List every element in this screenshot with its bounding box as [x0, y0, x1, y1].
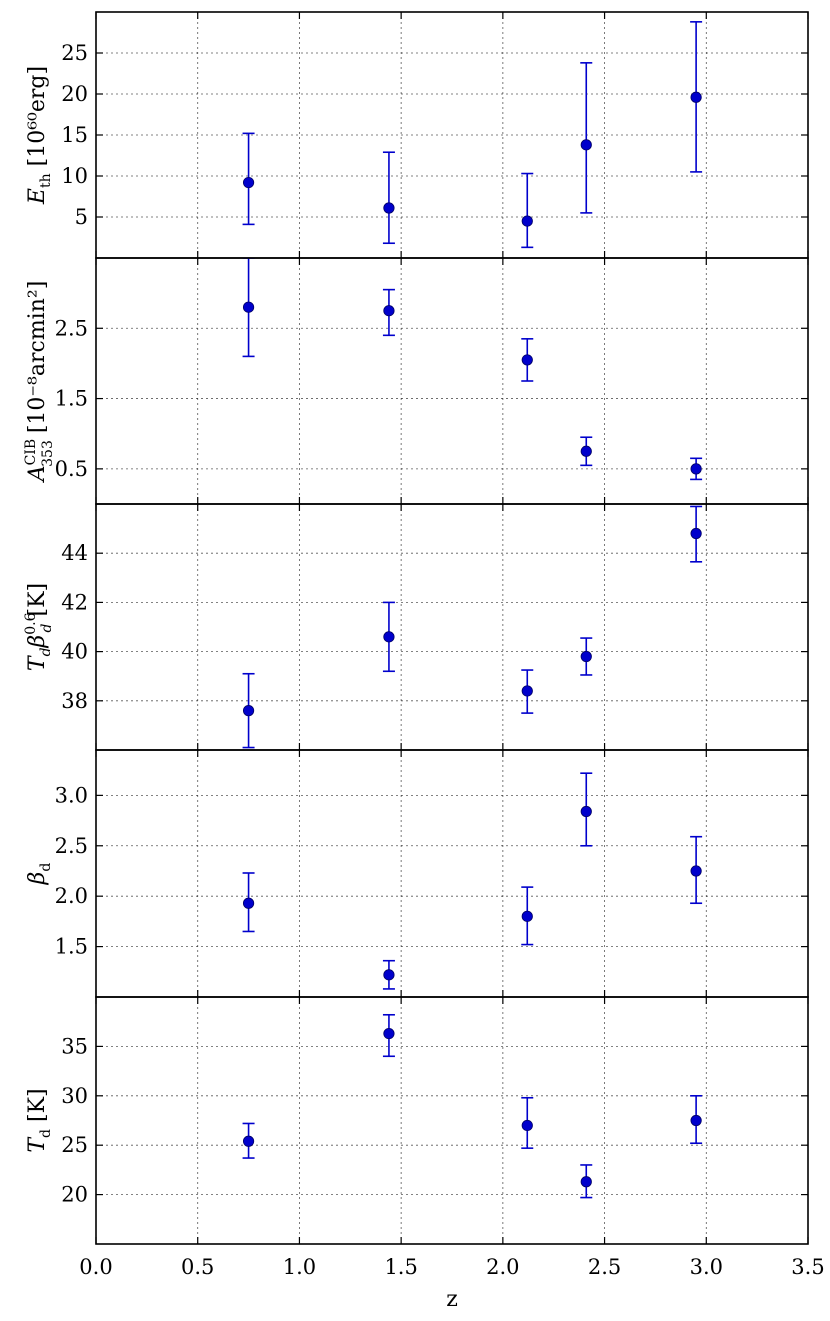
- data-point-beta-1: [383, 969, 395, 981]
- y-axis-label-tdbeta: Tdβ0.6d [K]: [23, 583, 55, 671]
- data-point-td-3: [580, 1176, 592, 1188]
- data-point-td-2: [521, 1119, 533, 1132]
- xtick-label-2: 1.0: [283, 1255, 316, 1279]
- xtick-label-7: 3.5: [791, 1255, 824, 1279]
- series-eth: [242, 21, 703, 249]
- x-axis-label: z: [446, 1287, 458, 1312]
- ytick-label-eth-3: 20: [61, 82, 88, 106]
- data-point-eth-2: [521, 215, 533, 227]
- data-point-eth-4: [690, 91, 702, 103]
- data-point-eth-3: [580, 139, 592, 151]
- x-axis: 0.0 0.5 1.0 1.5 2.0 2.5 3.0 3.5: [79, 1255, 824, 1279]
- ytick-label-tdbeta-1: 40: [61, 640, 88, 664]
- data-point-tdbeta-4: [690, 527, 702, 540]
- panel-eth: 5 10 15 20 25 Eth [10⁶⁰erg]: [25, 11, 809, 259]
- data-point-acib-0: [242, 301, 255, 313]
- ytick-label-tdbeta-0: 38: [61, 689, 88, 713]
- ytick-label-beta-3: 3.0: [55, 783, 88, 807]
- data-point-acib-1: [383, 305, 395, 317]
- ytick-label-td-3: 35: [61, 1034, 88, 1058]
- data-point-tdbeta-3: [580, 650, 592, 663]
- data-point-acib-3: [580, 445, 592, 457]
- data-point-acib-2: [521, 354, 533, 366]
- data-point-td-0: [242, 1135, 255, 1147]
- ytick-label-beta-2: 2.5: [55, 834, 88, 858]
- panel-frame-td: [95, 996, 809, 1245]
- data-point-eth-0: [242, 176, 255, 189]
- ytick-label-beta-0: 1.5: [55, 935, 88, 959]
- xtick-label-4: 2.0: [486, 1255, 519, 1279]
- xtick-label-6: 3.0: [690, 1255, 723, 1279]
- series-beta: [242, 772, 703, 990]
- data-point-beta-4: [690, 865, 702, 877]
- data-point-beta-3: [580, 805, 592, 818]
- xtick-label-1: 0.5: [181, 1255, 214, 1279]
- xtick-label-5: 2.5: [588, 1255, 621, 1279]
- data-point-eth-1: [383, 202, 395, 214]
- y-axis-label-td: Td [K]: [25, 1088, 54, 1152]
- data-point-tdbeta-2: [521, 685, 533, 697]
- data-point-acib-4: [690, 463, 702, 475]
- y-axis-label-acib: ACIB353 [10⁻⁸arcmin²]: [23, 281, 56, 484]
- data-point-tdbeta-1: [383, 631, 395, 643]
- ytick-label-tdbeta-2: 42: [61, 590, 88, 614]
- series-tdbeta: [242, 505, 703, 749]
- data-point-beta-0: [242, 897, 255, 909]
- ytick-label-eth-1: 10: [61, 164, 88, 188]
- xtick-label-0: 0.0: [79, 1255, 112, 1279]
- data-point-td-4: [690, 1114, 702, 1127]
- panel-beta: 1.5 2.0 2.5 3.0 βd: [25, 749, 809, 998]
- panel-frame-tdbeta: [95, 503, 809, 751]
- y-axis-label-eth: Eth [10⁶⁰erg]: [25, 66, 54, 205]
- data-point-tdbeta-0: [242, 705, 255, 717]
- ytick-label-acib-0: 0.5: [55, 457, 88, 481]
- ytick-label-eth-2: 15: [61, 123, 88, 147]
- ytick-label-eth-4: 25: [61, 41, 88, 65]
- panel-td: 20 25 30 35 Td [K]: [25, 996, 809, 1245]
- ytick-label-acib-1: 1.5: [55, 387, 88, 411]
- y-axis-label-beta: βd: [25, 863, 54, 886]
- ytick-label-td-2: 30: [61, 1084, 88, 1108]
- ytick-label-td-1: 25: [61, 1133, 88, 1157]
- panel-frame-beta: [95, 749, 809, 998]
- ytick-label-tdbeta-3: 44: [61, 541, 88, 565]
- ytick-label-td-0: 20: [61, 1183, 88, 1207]
- ytick-label-eth-0: 5: [75, 205, 88, 229]
- series-acib: [242, 258, 703, 481]
- xtick-label-3: 1.5: [384, 1255, 417, 1279]
- ytick-label-beta-1: 2.0: [55, 884, 88, 908]
- ytick-label-acib-2: 2.5: [55, 316, 88, 340]
- series-td: [242, 1013, 703, 1199]
- data-point-beta-2: [521, 910, 533, 922]
- data-point-td-1: [383, 1027, 395, 1040]
